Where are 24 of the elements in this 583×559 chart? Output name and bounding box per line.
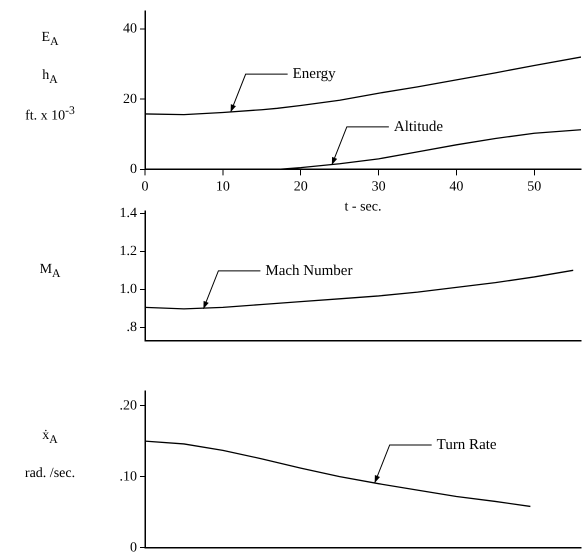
x-axis-title: t - sec. xyxy=(344,199,382,214)
text: E$_{A}$ h$_{A}$ ft. x 10$^{-3}$ xyxy=(25,30,75,124)
y-tick-label: .20 xyxy=(120,398,137,414)
y-tick-label: .10 xyxy=(120,469,137,484)
annotation: Altitude xyxy=(394,118,444,135)
y-tick-label: 40 xyxy=(123,22,137,37)
y-axis-title: M$_{A}$ xyxy=(38,262,62,280)
y-tick-label: 0 xyxy=(130,162,137,178)
y-tick-label: 1.0 xyxy=(120,282,137,297)
annotation: Turn Rate xyxy=(436,436,497,453)
x-tick-label: 10 xyxy=(216,179,230,194)
x-tick-label: 0 xyxy=(142,179,148,194)
text: ẋ$_{A}$ rad. /sec. xyxy=(24,428,76,481)
x-tick-label: 50 xyxy=(527,179,542,194)
annotation: Energy xyxy=(292,66,336,82)
y-tick-label: 1.2 xyxy=(120,244,137,259)
annotation: Mach Number xyxy=(265,262,352,279)
x-tick-label: 40 xyxy=(449,179,464,194)
x-tick-label: 20 xyxy=(294,179,308,194)
x-tick-label: 30 xyxy=(372,179,386,194)
y-tick-label: 0 xyxy=(130,540,137,556)
y-tick-label: 1.4 xyxy=(120,206,137,221)
y-tick-label: .8 xyxy=(126,320,137,335)
y-tick-label: 20 xyxy=(123,92,137,107)
